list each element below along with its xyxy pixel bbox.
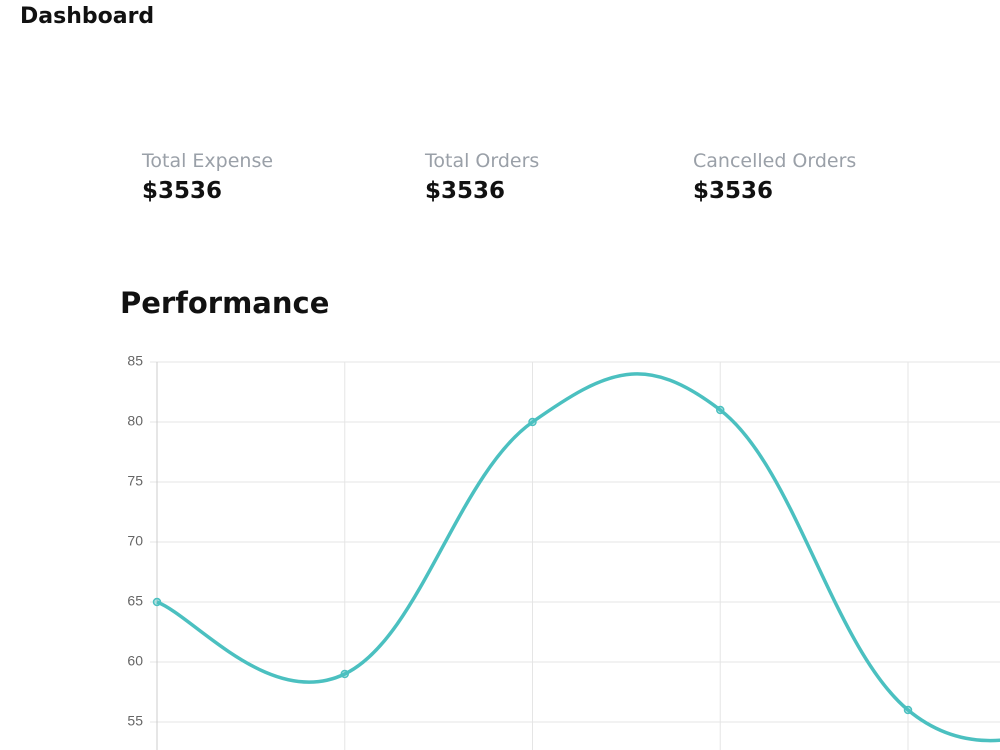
data-point bbox=[340, 669, 349, 679]
stat-label: Total Orders bbox=[425, 150, 540, 172]
y-tick-label: 75 bbox=[127, 473, 143, 489]
stat-label: Cancelled Orders bbox=[693, 150, 857, 172]
stat-value: $3536 bbox=[693, 178, 774, 204]
y-tick-label: 80 bbox=[127, 413, 143, 429]
stat-card: Total Expense $3536 bbox=[142, 150, 273, 204]
y-tick-label: 65 bbox=[127, 593, 143, 609]
stat-value: $3536 bbox=[142, 178, 223, 204]
chart-title: Performance bbox=[120, 286, 330, 320]
data-point bbox=[903, 705, 913, 715]
data-point bbox=[528, 417, 537, 427]
data-point bbox=[716, 405, 725, 415]
y-tick-label: 60 bbox=[127, 653, 143, 669]
stat-card: Total Orders $3536 bbox=[425, 150, 539, 204]
line-series bbox=[156, 372, 1000, 743]
y-tick-label: 55 bbox=[127, 713, 143, 729]
data-point bbox=[152, 597, 162, 607]
stat-value: $3536 bbox=[425, 178, 506, 204]
stat-label: Total Expense bbox=[142, 150, 274, 172]
stat-card: Cancelled Orders $3536 bbox=[693, 150, 856, 204]
page-title: Dashboard bbox=[20, 4, 155, 29]
y-tick-label: 70 bbox=[127, 533, 143, 549]
y-tick-label: 85 bbox=[127, 353, 143, 369]
